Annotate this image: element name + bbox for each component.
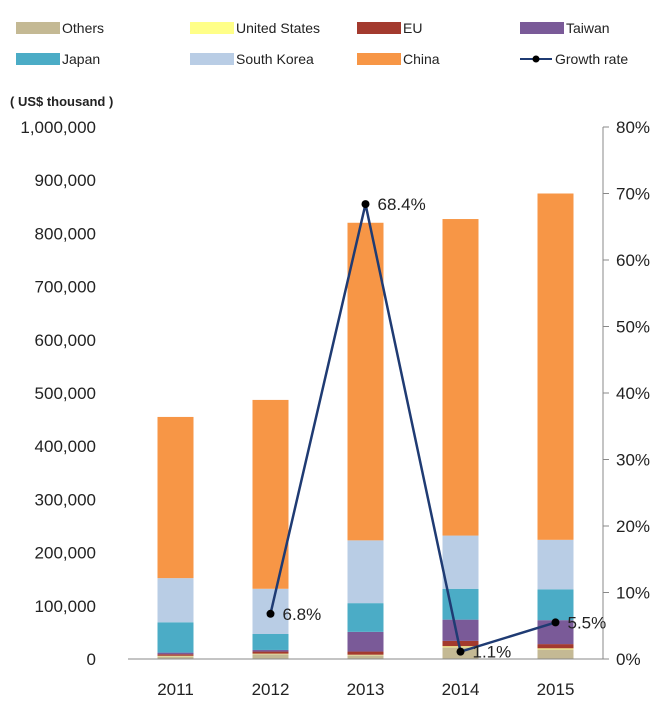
y2-tick-label: 50% — [616, 318, 650, 337]
bar-united-states-2013 — [347, 654, 384, 656]
y-tick-label: 400,000 — [35, 437, 96, 456]
bar-china-2015 — [537, 193, 574, 540]
bar-south-korea-2014 — [442, 535, 479, 589]
x-tick-label: 2012 — [252, 680, 290, 699]
legend-swatch-others — [16, 22, 60, 34]
bar-taiwan-2012 — [252, 649, 289, 652]
bar-south-korea-2013 — [347, 540, 384, 604]
bar-others-2011 — [157, 656, 194, 659]
x-tick-label: 2013 — [347, 680, 385, 699]
y-axis-unit-label: ( US$ thousand ) — [10, 94, 113, 109]
bar-united-states-2012 — [252, 653, 289, 655]
bar-south-korea-2011 — [157, 578, 194, 623]
y-tick-label: 200,000 — [35, 544, 96, 563]
y2-tick-label: 70% — [616, 185, 650, 204]
y2-tick-label: 10% — [616, 584, 650, 603]
bar-others-2015 — [537, 649, 574, 659]
y-tick-label: 1,000,000 — [20, 118, 96, 137]
y2-tick-label: 0% — [616, 650, 641, 669]
legend-swatch-japan — [16, 53, 60, 65]
y-tick-label: 800,000 — [35, 224, 96, 243]
growth-rate-label: 1.1% — [473, 643, 512, 662]
legend-label-china: China — [403, 51, 440, 67]
x-tick-label: 2014 — [442, 680, 480, 699]
y-tick-label: 700,000 — [35, 278, 96, 297]
bar-china-2011 — [157, 416, 194, 579]
y-tick-label: 0 — [87, 650, 96, 669]
bar-united-states-2011 — [157, 655, 194, 657]
bar-eu-2011 — [157, 654, 194, 656]
legend-marker-dot — [532, 55, 540, 63]
bar-others-2013 — [347, 655, 384, 659]
bar-eu-2012 — [252, 651, 289, 654]
bar-taiwan-2014 — [442, 619, 479, 641]
y2-tick-label: 40% — [616, 384, 650, 403]
bar-japan-2013 — [347, 603, 384, 632]
growth-rate-polyline — [269, 203, 556, 654]
y2-axis-ticks: 0% 10% 20% 30% 40% 50% 60% 70% 80% — [603, 118, 650, 669]
growth-rate-point — [361, 200, 370, 209]
growth-rate-point — [266, 609, 275, 618]
legend-label-japan: Japan — [62, 51, 100, 67]
bar-eu-2014 — [442, 640, 479, 647]
y2-tick-label: 60% — [616, 251, 650, 270]
y2-tick-label: 30% — [616, 451, 650, 470]
x-tick-label: 2015 — [537, 680, 575, 699]
bar-eu-2015 — [537, 644, 574, 649]
bar-taiwan-2011 — [157, 652, 194, 655]
legend-swatch-taiwan — [520, 22, 564, 34]
growth-rate-label: 6.8% — [283, 605, 322, 624]
bar-taiwan-2013 — [347, 631, 384, 652]
y2-tick-label: 20% — [616, 517, 650, 536]
bars — [157, 193, 574, 659]
bar-china-2014 — [442, 219, 479, 536]
legend-swatch-united-states — [190, 22, 234, 34]
growth-rate-point — [551, 618, 560, 627]
legend-label-others: Others — [62, 20, 104, 36]
legend-label-taiwan: Taiwan — [566, 20, 610, 36]
y-axis-ticks: 0 100,000 200,000 300,000 400,000 500,000 600,… — [20, 118, 96, 669]
growth-rate-label: 68.4% — [378, 195, 426, 214]
x-tick-label: 2011 — [157, 680, 194, 699]
legend-swatch-south-korea — [190, 53, 234, 65]
bar-eu-2013 — [347, 651, 384, 655]
legend-swatch-eu — [357, 22, 401, 34]
y-tick-label: 900,000 — [35, 171, 96, 190]
growth-rate-point — [456, 647, 465, 656]
x-axis-ticks: 2011 2012 2013 2014 2015 — [157, 680, 574, 699]
y-tick-label: 500,000 — [35, 384, 96, 403]
y-tick-label: 100,000 — [35, 597, 96, 616]
legend-label-eu: EU — [403, 20, 422, 36]
axes — [128, 127, 604, 660]
legend-label-united-states: United States — [236, 20, 320, 36]
y2-tick-label: 80% — [616, 118, 650, 137]
legend-label-south-korea: South Korea — [236, 51, 314, 67]
growth-rate-label: 5.5% — [568, 613, 607, 632]
legend-label-growth-rate: Growth rate — [555, 51, 628, 67]
bar-japan-2011 — [157, 622, 194, 653]
bar-japan-2015 — [537, 589, 574, 621]
growth-rate-line: 6.8% 68.4% 1.1% 5.5% — [266, 195, 607, 662]
legend-swatch-china — [357, 53, 401, 65]
y-tick-label: 300,000 — [35, 490, 96, 509]
y-tick-label: 600,000 — [35, 331, 96, 350]
bar-south-korea-2015 — [537, 539, 574, 590]
bar-others-2012 — [252, 654, 289, 659]
bar-united-states-2015 — [537, 648, 574, 650]
legend: Others United States EU Taiwan Japan South Ko… — [16, 20, 628, 67]
bar-japan-2012 — [252, 633, 289, 650]
bar-china-2013 — [347, 222, 384, 541]
